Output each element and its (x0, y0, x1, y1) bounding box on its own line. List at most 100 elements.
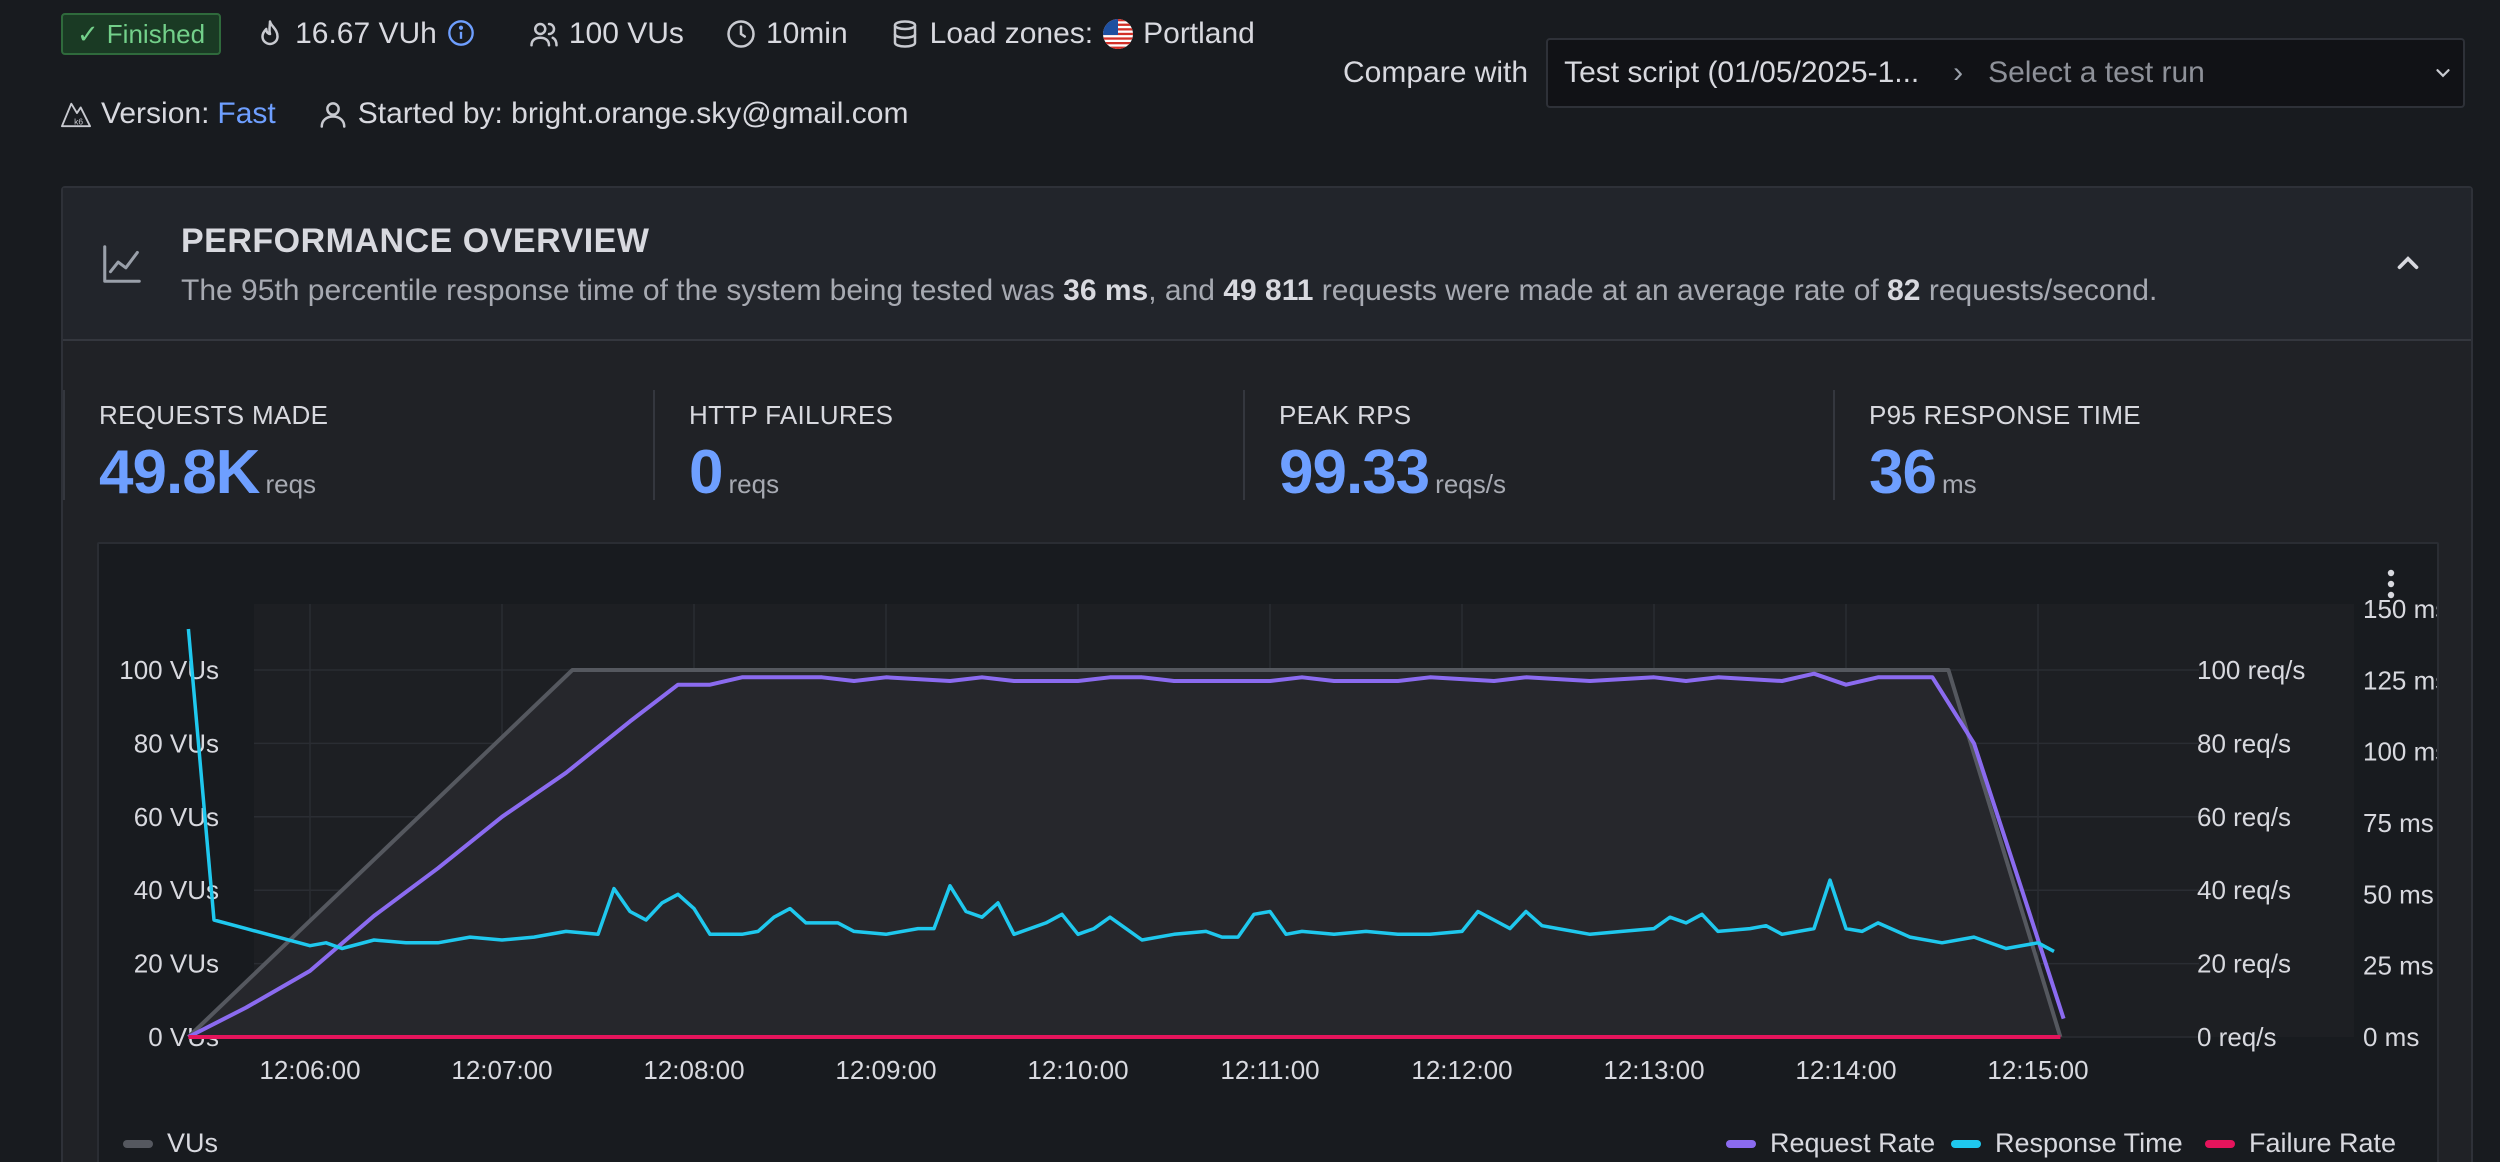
vus-value: 100 VUs (568, 17, 684, 50)
stat-value: 49.8K (99, 438, 260, 507)
y-tick-label-vus: 20 VUs (134, 949, 219, 979)
panel-header[interactable]: PERFORMANCE OVERVIEW The 95th percentile… (63, 188, 2471, 341)
y-tick-label-ms: 50 ms (2363, 879, 2434, 909)
legend-swatch (123, 1139, 153, 1148)
legend-response-time[interactable]: Response Time (1951, 1128, 2183, 1159)
stat-value: 36 (1869, 438, 1937, 507)
x-tick-label: 12:06:00 (259, 1055, 360, 1085)
y-tick-label-rps: 100 req/s (2197, 655, 2305, 685)
legend-swatch (1951, 1139, 1981, 1148)
y-tick-label-ms: 100 ms (2363, 737, 2437, 767)
y-tick-label-vus: 40 VUs (134, 875, 219, 905)
panel-description: The 95th percentile response time of the… (181, 274, 2157, 308)
vuh-value: 16.67 VUh (295, 17, 437, 50)
check-icon: ✓ (77, 18, 99, 49)
load-zones-info: Load zones: Portland (890, 17, 1255, 51)
stat-value: 99.33 (1279, 438, 1430, 507)
x-tick-label: 12:08:00 (643, 1055, 744, 1085)
info-icon[interactable] (447, 19, 477, 49)
stat-label: P95 RESPONSE TIME (1869, 400, 2141, 430)
x-tick-label: 12:07:00 (451, 1055, 552, 1085)
legend-label: Failure Rate (2249, 1128, 2397, 1158)
y-tick-label-ms: 0 ms (2363, 1022, 2419, 1052)
response-time-line (186, 628, 2055, 953)
stat-label: PEAK RPS (1279, 400, 1412, 430)
test-run-select[interactable]: Select a test run (1988, 56, 2205, 89)
vus-info: 100 VUs (529, 17, 684, 51)
vuh-info: 16.67 VUh (255, 17, 487, 51)
x-tick-label: 12:11:00 (1220, 1055, 1319, 1085)
stat-p95-response-time: P95 RESPONSE TIME 36 ms (1833, 390, 2423, 507)
chevron-down-icon[interactable] (2423, 62, 2463, 84)
y-tick-label-rps: 60 req/s (2197, 802, 2291, 832)
svg-text:k6: k6 (74, 116, 83, 126)
legend-request-rate[interactable]: Request Rate (1726, 1128, 1935, 1159)
vus-area (188, 670, 2061, 1037)
database-icon (890, 19, 920, 49)
version-label: Version: (101, 97, 210, 130)
x-tick-label: 12:09:00 (835, 1055, 936, 1085)
duration-value: 10min (765, 17, 848, 50)
more-options-icon[interactable] (2381, 566, 2401, 602)
users-icon (529, 19, 559, 49)
y-tick-label-vus: 100 VUs (119, 655, 219, 685)
k6-logo-icon: k6 (61, 99, 91, 129)
y-tick-label-ms: 75 ms (2363, 808, 2434, 838)
y-tick-label-ms: 150 ms (2363, 594, 2437, 624)
desc-part-4: requests/second. (1928, 274, 2158, 307)
chevron-up-icon[interactable] (2391, 246, 2425, 280)
clock-icon (726, 19, 756, 49)
x-tick-label: 12:10:00 (1027, 1055, 1128, 1085)
compare-label: Compare with (1343, 56, 1529, 89)
status-label: Finished (106, 18, 206, 49)
legend-failure-rate[interactable]: Failure Rate (2205, 1128, 2396, 1159)
desc-part-3: requests were made at an average rate of (1321, 274, 1879, 307)
desc-p95: 36 ms (1063, 274, 1149, 307)
desc-part-1: The 95th percentile response time of the… (181, 274, 1055, 307)
x-tick-label: 12:14:00 (1795, 1055, 1896, 1085)
started-by-value: Started by: bright.orange.sky@gmail.com (357, 97, 909, 130)
test-meta-row: ✓ Finished 16.67 VUh 100 VUs 10min Load … (61, 12, 1297, 56)
y-tick-label-rps: 0 req/s (2197, 1022, 2277, 1052)
x-tick-label: 12:13:00 (1603, 1055, 1704, 1085)
y-tick-label-rps: 40 req/s (2197, 875, 2291, 905)
stat-http-failures: HTTP FAILURES 0 reqs (653, 390, 1243, 507)
legend-label: VUs (167, 1128, 219, 1158)
x-tick-label: 12:15:00 (1987, 1055, 2088, 1085)
stat-unit: reqs/s (1435, 469, 1506, 499)
desc-requests: 49 811 (1223, 274, 1314, 307)
us-flag-icon (1103, 19, 1134, 49)
version-info: k6 Version: Fast (61, 97, 276, 131)
stat-value: 0 (689, 438, 723, 507)
stat-unit: ms (1941, 469, 1977, 499)
legend-vus[interactable]: VUs (123, 1128, 218, 1159)
y-tick-label-ms: 25 ms (2363, 951, 2434, 981)
flame-icon (255, 19, 285, 49)
performance-overview-panel: PERFORMANCE OVERVIEW The 95th percentile… (61, 186, 2473, 1162)
vus-line (187, 668, 2063, 1039)
started-by-info: Started by: bright.orange.sky@gmail.com (318, 97, 909, 131)
desc-part-2: , and (1148, 274, 1215, 307)
x-tick-label: 12:12:00 (1411, 1055, 1512, 1085)
load-zones-label: Load zones: (929, 17, 1094, 50)
line-chart-icon (99, 241, 145, 287)
stat-label: HTTP FAILURES (689, 400, 894, 430)
request-rate-line (187, 671, 2066, 1039)
legend-swatch (2205, 1139, 2235, 1148)
stat-peak-rps: PEAK RPS 99.33 reqs/s (1243, 390, 1833, 507)
compare-dropdown[interactable]: Test script (01/05/2025-1... › Select a … (1546, 38, 2466, 108)
status-badge: ✓ Finished (61, 13, 222, 55)
y-tick-label-rps: 20 req/s (2197, 949, 2291, 979)
duration-info: 10min (726, 17, 848, 51)
version-link[interactable]: Fast (217, 97, 276, 130)
panel-title: PERFORMANCE OVERVIEW (181, 222, 650, 260)
stat-label: REQUESTS MADE (99, 400, 329, 430)
y-tick-label-ms: 125 ms (2363, 665, 2437, 695)
user-icon (318, 99, 348, 129)
desc-rate: 82 (1887, 274, 1921, 307)
compare-selected-script[interactable]: Test script (01/05/2025-1... (1564, 56, 1920, 89)
legend-swatch (1726, 1139, 1756, 1148)
stat-unit: reqs (728, 469, 780, 499)
stat-requests-made: REQUESTS MADE 49.8K reqs (63, 390, 653, 507)
